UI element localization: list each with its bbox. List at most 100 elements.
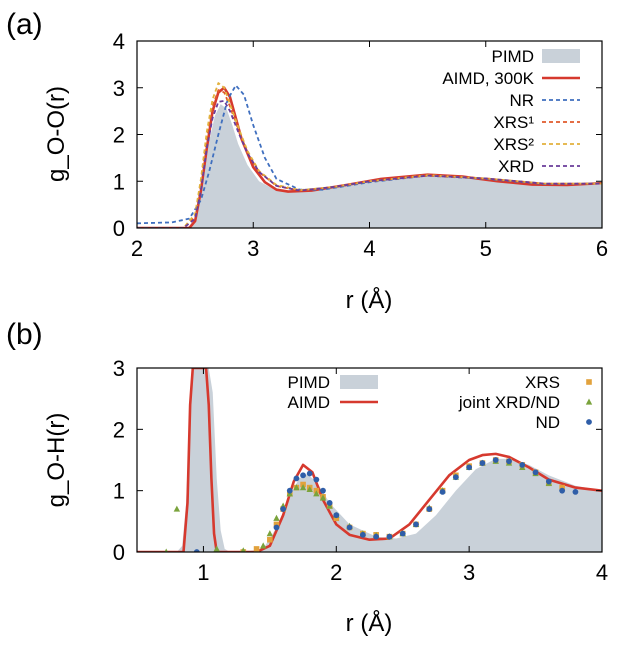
panel-a-legend-label-pimd: PIMD: [492, 47, 535, 66]
panel-b-series-nd-point: [439, 488, 446, 495]
panel-b-series-nd-point: [452, 474, 459, 481]
panel-b-series-nd-point: [413, 521, 419, 528]
panel-a-xlabel: r (Å): [346, 286, 393, 314]
panel-a-legend: PIMD AIMD, 300K NR XRS¹ XRS² XRD: [442, 47, 580, 176]
panel-b-ytick-label: 0: [113, 540, 125, 565]
panel-b-series-nd-point: [373, 533, 380, 540]
panel-b-series-nd-point: [300, 472, 306, 479]
panel-b-series-xrs-point: [253, 546, 260, 552]
panel-b-xlabel: r (Å): [346, 609, 393, 637]
panel-b-series-nd-point: [326, 500, 333, 506]
panel-a-ytick-label: 1: [113, 169, 125, 194]
panel-b-ytick-label: 3: [113, 356, 125, 381]
panel-b-series-nd-point: [492, 457, 499, 463]
panel-a-xtick-label: 4: [363, 236, 375, 261]
panel-b-series-nd-point: [506, 458, 512, 465]
panel-b-series-nd-point: [545, 478, 552, 485]
panel-b-xtick-label: 1: [197, 560, 209, 585]
panel-b-legend-label-aimd: AIMD: [288, 393, 331, 412]
panel-b-series-nd-point: [320, 487, 326, 494]
panel-b-series-nd-point: [479, 460, 486, 466]
panel-a-ytick-label: 3: [113, 76, 125, 101]
panel-b-series-xrs-point: [559, 484, 565, 491]
panel-b-series-joint-xrd-nd-point: [299, 484, 307, 491]
panel-a-lines-layer: [137, 82, 602, 228]
panel-a-ytick-label: 4: [113, 29, 125, 54]
panel-a-legend-label-xrd: XRD: [498, 157, 534, 176]
panel-b-series-nd-point: [532, 469, 539, 476]
panel-b-series-joint-xrd-nd-point: [260, 542, 267, 549]
panel-b-legend-label-xrs: XRS: [525, 373, 560, 392]
panel-a-series-xrd-line: [137, 99, 602, 228]
panel-b-series-aimd-line: [137, 368, 602, 552]
panel-b-series-nd-point: [559, 487, 566, 494]
panel-b-series-joint-xrd-nd-point: [293, 484, 300, 491]
panel-b-xtick-label: 3: [463, 560, 475, 585]
panel-a-xtick-label: 3: [247, 236, 259, 261]
panel-b-series-joint-xrd-nd-point: [266, 530, 274, 537]
panel-b-series-nd-point: [333, 512, 340, 519]
panel-a-label: (a): [6, 8, 43, 41]
panel-b-legend-swatch-xrs: [586, 379, 592, 385]
panel-a-ticks: 2 3 4 5 6 0 1 2 3 4: [113, 29, 608, 261]
panel-b-series-joint-xrd-nd-point: [240, 547, 246, 552]
panel-b-series-nd-point: [273, 524, 280, 531]
panel-b-series-nd-point: [466, 464, 473, 471]
panel-b-series-joint-xrd-nd-point: [164, 548, 169, 552]
panel-b-series-nd-point: [386, 533, 393, 540]
panel-a-area-layer: [137, 104, 602, 228]
panel-b-ytick-label: 1: [113, 479, 125, 504]
panel-b-ytick-label: 2: [113, 417, 125, 442]
panel-b-legend-label-nd: ND: [535, 413, 560, 432]
panel-b-area-layer: [137, 368, 602, 552]
panel-b-series-nd-point: [346, 524, 353, 531]
panel-b-ticks: 1 2 3 4 0 1 2 3: [113, 356, 608, 585]
panel-b-xtick-label: 2: [330, 560, 342, 585]
panel-b-series-nd-point: [399, 530, 406, 537]
panel-b-series-nd-point: [572, 488, 579, 495]
panel-a-series-nr-line: [137, 84, 602, 225]
panel-a-series-pimd-area: [137, 104, 602, 228]
panel-b-legend-swatch-joint-xrd-nd: [585, 398, 593, 405]
panel-b-series-nd-point: [280, 506, 287, 512]
panel-b-legend-label-pimd: PIMD: [288, 373, 331, 392]
panel-b-series-joint-xrd-nd-point: [213, 545, 220, 552]
panel-b-series-nd-point: [519, 462, 526, 468]
panel-a-legend-swatch-pimd: [542, 49, 580, 63]
panel-b-series-xrs-point: [267, 536, 273, 543]
panel-b-series-nd-point: [293, 475, 300, 482]
panel-a-xtick-label: 6: [596, 236, 608, 261]
panel-b-series-nd-point: [313, 476, 320, 483]
panel-b-ylabel: g_O-H(r): [43, 413, 70, 508]
panel-a-series-xrs-line: [137, 89, 602, 228]
panel-b-series-joint-xrd-nd-point: [273, 514, 280, 521]
panel-a-xtick-label: 5: [480, 236, 492, 261]
panel-a-legend-label-nr: NR: [509, 91, 534, 110]
panel-b-legend-swatch-nd: [586, 419, 592, 425]
panel-b-series-joint-xrd-nd-point: [313, 490, 320, 497]
panel-b-series-nd-point: [306, 470, 313, 477]
panel-b-plot-frame: [136, 367, 603, 553]
panel-b-series-joint-xrd-nd-point: [319, 494, 327, 501]
panel-b-legend-swatch-pimd: [340, 375, 378, 389]
panel-b-series-nd-point: [359, 531, 366, 538]
panel-b-series-xrs-point: [333, 515, 340, 522]
panel-b-xtick-label: 4: [596, 560, 608, 585]
panel-b-series-xrs-point: [273, 521, 280, 528]
panel-a-ytick-label: 0: [113, 216, 125, 241]
panel-b-series-joint-xrd-nd-point: [306, 485, 313, 493]
panel-a-legend-label-xrs: XRS²: [493, 135, 534, 154]
panel-b-legend-label-joint-xrd-nd: joint XRD/ND: [458, 393, 560, 412]
panel-a-ylabel: g_O-O(r): [43, 86, 70, 182]
panel-b-series-joint-xrd-nd-point: [173, 505, 181, 512]
panel-b-label: (b): [6, 318, 43, 351]
panel-a-legend-label-xrs: XRS¹: [493, 113, 534, 132]
panel-b-series-nd-point: [286, 487, 293, 494]
panel-a-ytick-label: 2: [113, 123, 125, 148]
panel-a-xtick-label: 2: [131, 236, 143, 261]
panel-b-lines-layer: [137, 368, 602, 552]
panel-b-series-nd-point: [193, 549, 200, 552]
